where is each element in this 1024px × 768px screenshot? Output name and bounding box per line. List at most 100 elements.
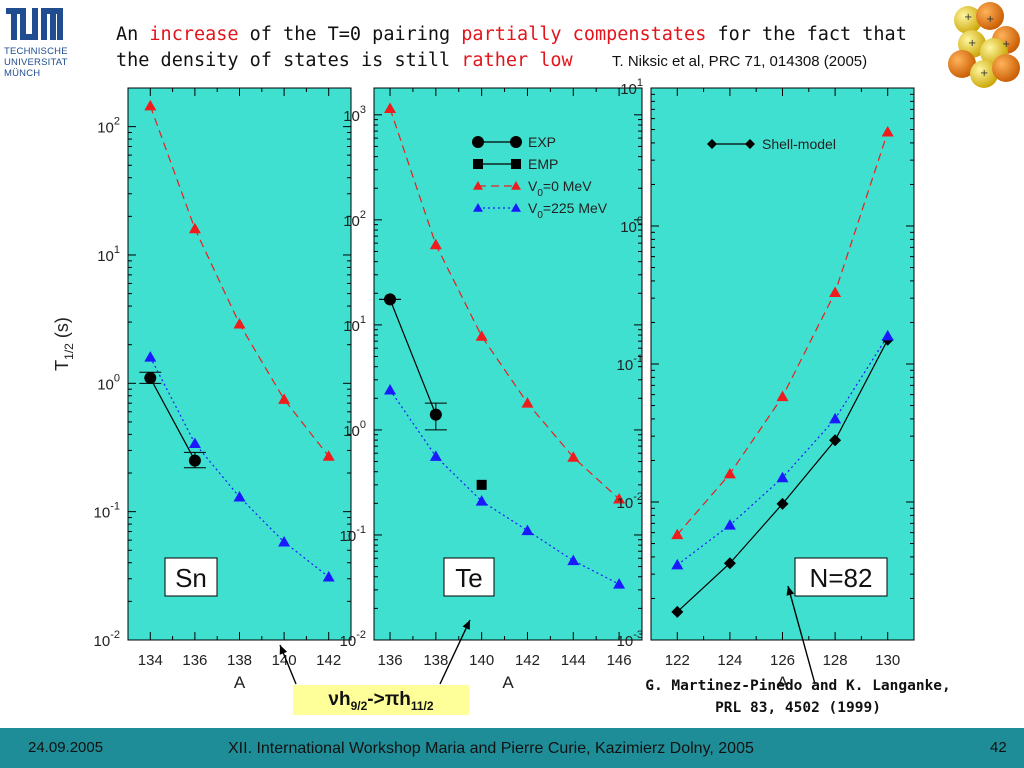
legend-label: EXP <box>528 134 556 150</box>
reference-niksic: T. Niksic et al, PRC 71, 014308 (2005) <box>612 53 868 70</box>
title-line1-seg-1: increase <box>149 24 239 45</box>
data-point-triangle <box>188 222 201 234</box>
y-tick-label: 10-1 <box>340 524 366 545</box>
x-tick-label: 124 <box>717 652 742 669</box>
tum-logo-mark <box>6 8 63 40</box>
y-tick-label: 10-2 <box>617 491 643 512</box>
data-point-triangle <box>278 393 291 404</box>
data-point-triangle <box>429 238 442 250</box>
x-axis-label: A <box>777 673 789 692</box>
data-point-circle <box>384 293 397 306</box>
series-v225 <box>144 351 335 582</box>
arrow-sn <box>279 644 297 685</box>
x-tick-label: 140 <box>272 652 297 669</box>
reference-martinez-pinedo: G. Martinez-Pinedo and K. Langanke, PRL … <box>598 675 998 719</box>
footer-bar: 24.09.2005 XII. International Workshop M… <box>0 728 1024 768</box>
logo-text-1: TECHNISCHE <box>4 46 68 57</box>
data-point-triangle <box>475 330 488 341</box>
y-tick-label: 10-1 <box>617 353 643 374</box>
x-tick-label: 142 <box>515 652 540 669</box>
slide-title: An increase of the T=0 pairing partially… <box>116 22 907 74</box>
nucleus-icon: + + + + + <box>948 2 1020 88</box>
data-point-square <box>476 479 487 490</box>
data-point-triangle <box>322 570 335 582</box>
data-point-circle <box>429 408 442 421</box>
data-point-circle <box>188 454 201 467</box>
x-tick-label: 146 <box>607 652 632 669</box>
data-point-diamond <box>723 557 736 570</box>
data-point-triangle <box>723 467 736 479</box>
plot-background <box>373 87 643 641</box>
x-tick-label: 140 <box>469 652 494 669</box>
data-point-triangle <box>278 536 291 547</box>
y-tick-label: 102 <box>97 116 120 137</box>
series-v225 <box>384 383 626 589</box>
data-point-triangle <box>521 524 534 536</box>
x-tick-label: 128 <box>823 652 848 669</box>
data-point-triangle <box>671 558 684 570</box>
data-point-triangle <box>233 491 246 502</box>
x-tick-label: 138 <box>227 652 252 669</box>
arrow-shaft <box>439 619 471 685</box>
series-line <box>389 389 620 585</box>
chart-sn: 10-2 10-1 100 101 102 134 136 138 140 142 A T1/2 (s… <box>52 87 352 692</box>
data-point-triangle <box>567 451 580 462</box>
tum-logo: TECHNISCHE UNIVERSITAT MÜNCH <box>4 6 70 79</box>
svg-text:+: + <box>1002 39 1010 50</box>
arrow-shaft <box>787 585 816 685</box>
data-point-triangle <box>429 450 442 461</box>
x-tick-label: 122 <box>665 652 690 669</box>
legend-item: EXP <box>472 134 556 150</box>
data-point-triangle <box>671 528 684 540</box>
data-point-triangle <box>776 471 789 483</box>
data-point-triangle <box>233 317 246 329</box>
legend-item: EMP <box>473 156 558 172</box>
title-line1-seg-2: of the T=0 pairing <box>238 24 462 45</box>
chart-te: 10-2 10-1 100 101 102 103 136 138 140 142 144 146 A E… <box>340 87 643 692</box>
data-point-triangle <box>521 397 534 408</box>
nucleus-label-box <box>164 557 218 597</box>
title-line1-seg-3: partially compenstates <box>461 24 707 45</box>
svg-text:+: + <box>968 38 976 49</box>
nucleus-label-box <box>443 557 495 597</box>
legend-item: Shell-model <box>707 136 836 152</box>
svg-text:+: + <box>986 14 994 25</box>
y-tick-label: 101 <box>97 244 120 265</box>
legend-item: V0=0 MeV <box>473 178 592 199</box>
data-point-triangle <box>144 99 157 111</box>
data-point-triangle <box>473 203 483 212</box>
series-line <box>149 377 196 461</box>
data-point-diamond <box>707 139 717 149</box>
arrow-head <box>279 645 288 655</box>
data-point-triangle <box>881 125 894 137</box>
x-tick-label: 142 <box>316 652 341 669</box>
data-point-circle <box>144 372 157 385</box>
data-point-triangle <box>473 181 483 190</box>
data-point-triangle <box>511 181 521 190</box>
transition-label: νh9/2->πh11/2 <box>293 685 469 715</box>
x-tick-label: 136 <box>182 652 207 669</box>
logo-text-2: UNIVERSITAT <box>4 57 68 68</box>
footer-title: XII. International Workshop Maria and Pi… <box>228 740 754 757</box>
data-point-triangle <box>144 351 157 362</box>
x-tick-label: 144 <box>561 652 586 669</box>
y-tick-label: 10-3 <box>617 629 643 650</box>
data-point-triangle <box>829 286 842 297</box>
data-point-diamond <box>829 434 842 447</box>
y-tick-label: 10-1 <box>94 501 120 522</box>
data-point-triangle <box>511 203 521 212</box>
series-exp <box>379 293 447 431</box>
series-v225 <box>671 329 894 570</box>
x-tick-label: 126 <box>770 652 795 669</box>
nucleus-label: Te <box>455 563 482 593</box>
data-point-triangle <box>776 390 789 402</box>
y-tick-label: 100 <box>620 215 643 236</box>
svg-text:+: + <box>980 68 988 79</box>
arrow-n82 <box>786 585 816 685</box>
data-point-circle <box>510 136 522 148</box>
x-tick-label: 134 <box>138 652 163 669</box>
nucleus-label: N=82 <box>810 563 873 593</box>
data-point-diamond <box>671 605 684 618</box>
series-emp <box>476 479 487 490</box>
